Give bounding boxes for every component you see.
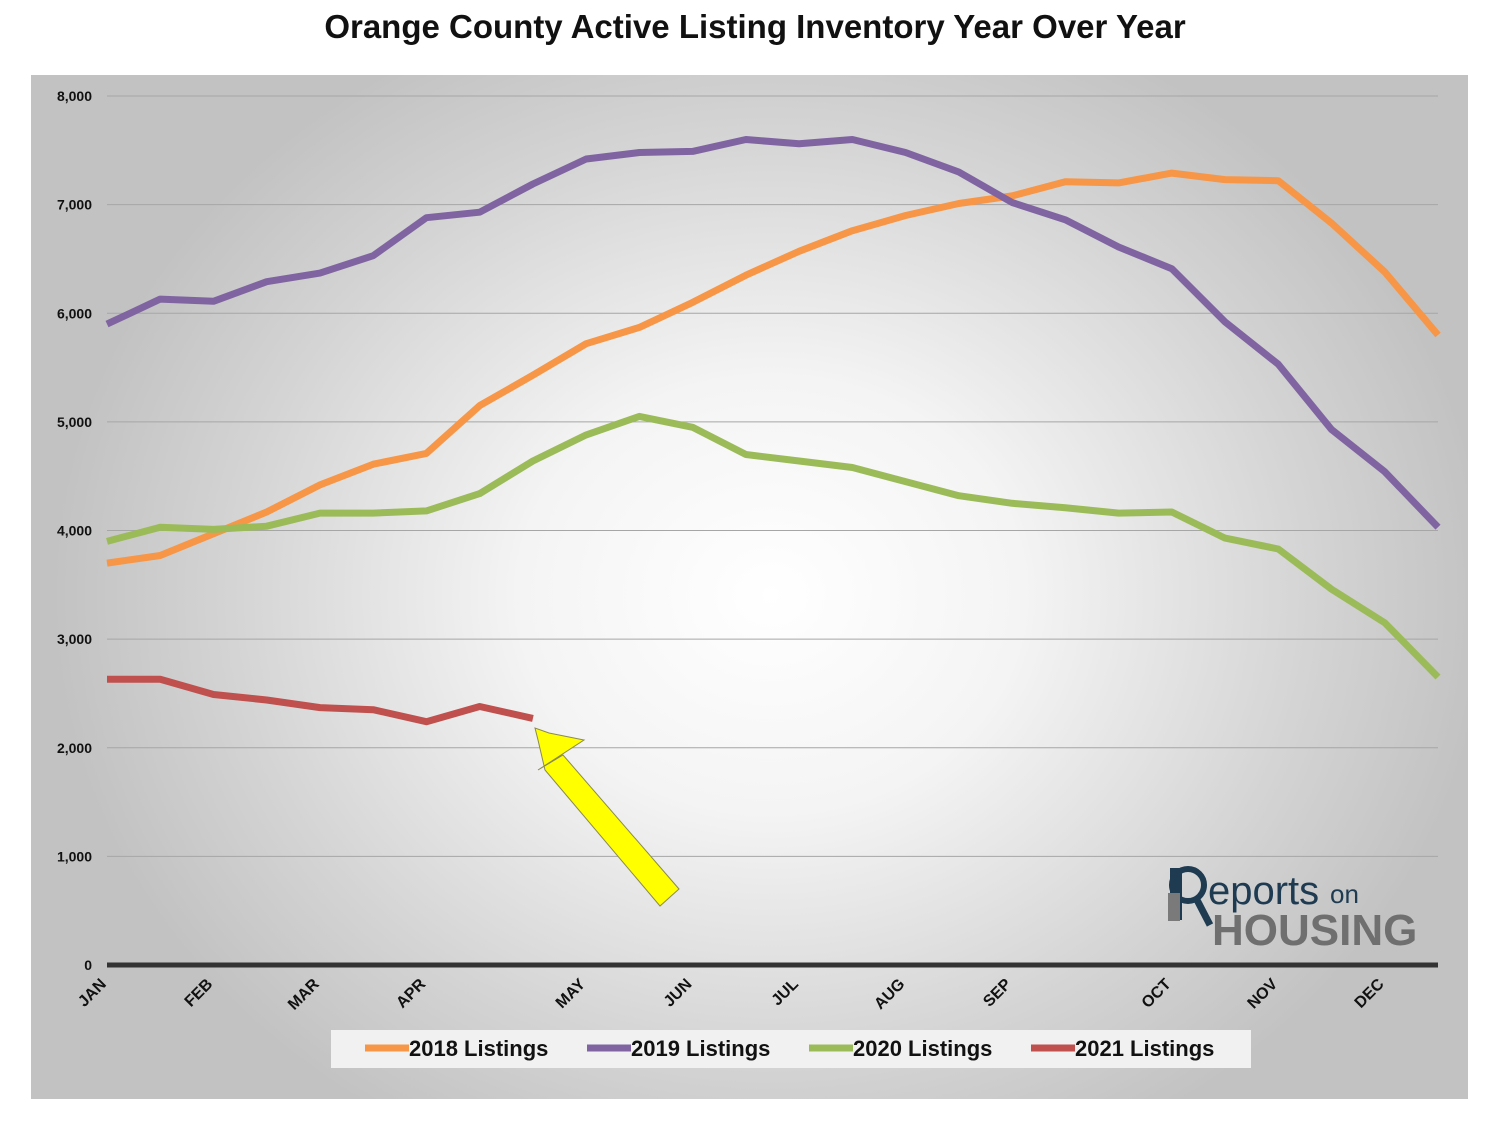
legend: 2018 Listings 2019 Listings 2020 Listings 2… bbox=[331, 1030, 1251, 1068]
x-tick-label: JUL bbox=[769, 976, 803, 1010]
logo-housing-text: HOUSING bbox=[1212, 906, 1417, 955]
reports-on-housing-logo: eports on HOUSING bbox=[1168, 866, 1417, 955]
chart-frame bbox=[31, 75, 1468, 1099]
x-tick-label: SEP bbox=[980, 976, 1015, 1011]
legend-box bbox=[331, 1030, 1251, 1068]
y-tick-label: 7,000 bbox=[57, 197, 92, 213]
y-tick-label: 3,000 bbox=[57, 631, 92, 647]
series-lines bbox=[105, 136, 1441, 726]
logo-magnifier-icon bbox=[1168, 866, 1214, 927]
series-line-2020 bbox=[106, 412, 1441, 680]
yellow-arrow bbox=[534, 727, 680, 907]
x-tick-label: OCT bbox=[1139, 976, 1175, 1012]
y-tick-label: 6,000 bbox=[57, 305, 92, 321]
y-tick-label: 2,000 bbox=[57, 740, 92, 756]
x-tick-label: MAY bbox=[553, 976, 589, 1012]
logo-reports-text: eports bbox=[1208, 869, 1319, 913]
series-line-2021 bbox=[107, 675, 534, 726]
x-tick-label: AUG bbox=[871, 976, 908, 1013]
x-tick-label: APR bbox=[393, 975, 429, 1011]
y-tick-label: 5,000 bbox=[57, 414, 92, 430]
x-tick-label: MAR bbox=[285, 975, 323, 1013]
y-tick-label: 8,000 bbox=[57, 88, 92, 104]
legend-label: 2021 Listings bbox=[1075, 1036, 1214, 1061]
logo-on-text: on bbox=[1330, 879, 1359, 909]
legend-label: 2019 Listings bbox=[631, 1036, 770, 1061]
y-tick-label: 0 bbox=[84, 957, 92, 973]
callout-arrow bbox=[534, 727, 680, 907]
x-tick-label: FEB bbox=[182, 976, 217, 1011]
legend-label: 2018 Listings bbox=[409, 1036, 548, 1061]
series-line-2018 bbox=[106, 169, 1441, 567]
x-tick-label: JAN bbox=[75, 976, 110, 1011]
x-axis-ticks: JAN FEB MAR APR MAY JUN JUL AUG SEP OCT NOV DEC bbox=[75, 975, 1388, 1013]
x-tick-label: DEC bbox=[1352, 975, 1388, 1011]
chart-title: Orange County Active Listing Inventory Y… bbox=[324, 8, 1186, 45]
gridlines bbox=[107, 95, 1438, 968]
y-tick-label: 4,000 bbox=[57, 523, 92, 539]
x-tick-label: JUN bbox=[661, 976, 696, 1011]
y-tick-label: 1,000 bbox=[57, 848, 92, 864]
y-axis-ticks: 0 1,000 2,000 3,000 4,000 5,000 6,000 7,000 8,00… bbox=[57, 88, 92, 973]
legend-label: 2020 Listings bbox=[853, 1036, 992, 1061]
x-tick-label: NOV bbox=[1245, 976, 1282, 1013]
series-line-2019 bbox=[105, 136, 1441, 530]
